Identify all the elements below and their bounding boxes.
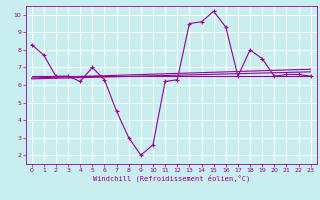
X-axis label: Windchill (Refroidissement éolien,°C): Windchill (Refroidissement éolien,°C)	[92, 175, 250, 182]
